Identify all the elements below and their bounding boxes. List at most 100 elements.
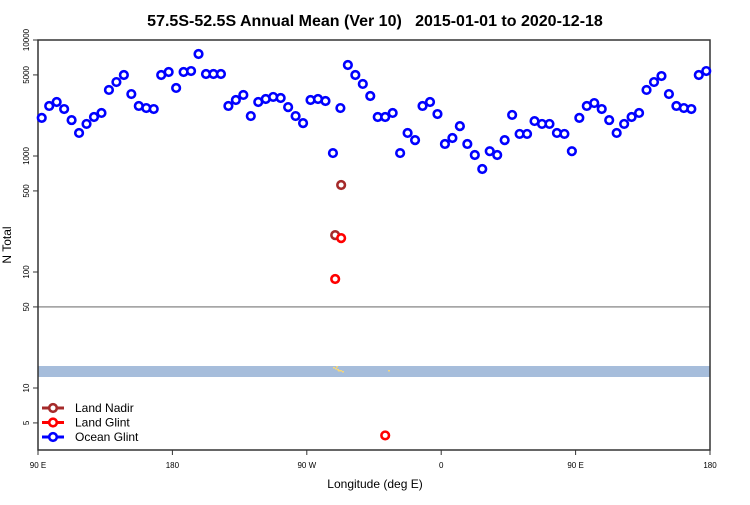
y-tick-label: 500 bbox=[22, 184, 31, 198]
data-point bbox=[633, 107, 645, 119]
data-point bbox=[88, 111, 100, 123]
data-point bbox=[336, 179, 347, 191]
data-point bbox=[521, 128, 533, 140]
data-point bbox=[559, 128, 570, 140]
data-point bbox=[693, 69, 704, 81]
y-tick-label: 5000 bbox=[22, 65, 31, 83]
data-point bbox=[59, 103, 70, 115]
data-point bbox=[596, 103, 607, 115]
data-point bbox=[589, 97, 600, 109]
data-point bbox=[387, 107, 398, 119]
x-tick-label: 90 W bbox=[297, 461, 316, 470]
legend-item: Ocean Glint bbox=[42, 430, 139, 444]
data-point bbox=[686, 103, 697, 115]
legend-marker bbox=[47, 431, 59, 443]
data-point bbox=[283, 101, 294, 113]
data-point bbox=[290, 110, 301, 122]
data-point bbox=[103, 84, 115, 96]
legend-marker bbox=[47, 402, 59, 414]
band-speck bbox=[337, 369, 339, 371]
data-point bbox=[656, 70, 667, 82]
x-tick-label: 90 E bbox=[30, 461, 46, 470]
data-point bbox=[66, 114, 77, 126]
data-point bbox=[641, 84, 652, 96]
band-speck bbox=[340, 370, 342, 372]
data-point bbox=[663, 88, 675, 100]
band-speck bbox=[335, 368, 337, 370]
x-axis-label: Longitude (deg E) bbox=[327, 477, 422, 491]
series-land-nadir bbox=[330, 179, 347, 241]
map-band bbox=[38, 366, 710, 377]
data-point bbox=[432, 108, 443, 120]
chart-title: 57.5S-52.5S Annual Mean (Ver 10) 2015-01… bbox=[147, 13, 603, 30]
x-axis: 90 E 180 90 W 0 90 E 180 bbox=[30, 450, 717, 470]
data-point bbox=[51, 96, 62, 108]
data-point bbox=[357, 78, 368, 90]
data-point bbox=[462, 138, 473, 150]
x-tick-label: 0 bbox=[439, 461, 444, 470]
y-tick-label: 10 bbox=[22, 383, 31, 392]
data-point bbox=[342, 59, 353, 71]
points-layer bbox=[36, 48, 712, 441]
data-point bbox=[484, 146, 495, 157]
y-tick-label: 50 bbox=[22, 302, 31, 311]
data-point bbox=[36, 112, 47, 124]
band-speck bbox=[388, 370, 390, 372]
data-point bbox=[417, 100, 428, 112]
legend-marker bbox=[47, 417, 59, 428]
data-point bbox=[454, 121, 465, 132]
data-point bbox=[163, 66, 174, 78]
data-point bbox=[395, 147, 406, 159]
data-point bbox=[566, 146, 577, 157]
data-point bbox=[327, 147, 339, 159]
legend-item: Land Nadir bbox=[42, 401, 134, 415]
legend-item: Land Glint bbox=[42, 416, 130, 430]
x-tick-label: 180 bbox=[703, 461, 717, 470]
data-point bbox=[81, 118, 92, 130]
data-point bbox=[320, 95, 331, 107]
data-point bbox=[380, 430, 391, 441]
y-axis: 10000 5000 1000 500 100 50 10 5 bbox=[22, 28, 38, 425]
data-point bbox=[439, 138, 451, 150]
data-point bbox=[365, 90, 376, 102]
data-point bbox=[230, 94, 241, 106]
data-point bbox=[626, 111, 637, 123]
data-point bbox=[648, 76, 660, 88]
data-point bbox=[507, 109, 518, 121]
x-tick-label: 90 E bbox=[567, 461, 583, 470]
data-point bbox=[215, 68, 227, 80]
data-point bbox=[477, 163, 488, 175]
data-point bbox=[44, 100, 55, 112]
data-point bbox=[330, 273, 341, 285]
data-point bbox=[604, 114, 615, 126]
band-layer bbox=[38, 366, 710, 377]
data-point bbox=[409, 135, 421, 146]
data-point bbox=[148, 103, 159, 115]
plot-frame bbox=[37, 39, 711, 451]
data-point bbox=[118, 69, 129, 81]
data-point bbox=[73, 127, 85, 139]
y-tick-label: 10000 bbox=[22, 28, 31, 51]
data-point bbox=[111, 76, 122, 88]
data-point bbox=[350, 69, 361, 81]
data-point bbox=[126, 88, 137, 100]
data-point bbox=[245, 110, 256, 122]
band-speck bbox=[336, 366, 338, 368]
data-point bbox=[402, 127, 413, 139]
band-speck bbox=[338, 370, 340, 372]
data-point bbox=[223, 100, 234, 112]
data-point bbox=[469, 149, 480, 161]
data-point bbox=[424, 96, 436, 108]
data-point bbox=[499, 135, 510, 146]
band-speck bbox=[333, 367, 335, 369]
data-point bbox=[193, 48, 204, 60]
data-point bbox=[492, 149, 503, 161]
data-point bbox=[701, 65, 712, 77]
series-ocean-glint bbox=[36, 48, 712, 175]
band-speck bbox=[342, 371, 344, 373]
y-tick-label: 5 bbox=[22, 420, 31, 425]
series-land-glint bbox=[330, 232, 391, 441]
y-tick-label: 100 bbox=[22, 265, 31, 279]
data-point bbox=[238, 89, 249, 101]
